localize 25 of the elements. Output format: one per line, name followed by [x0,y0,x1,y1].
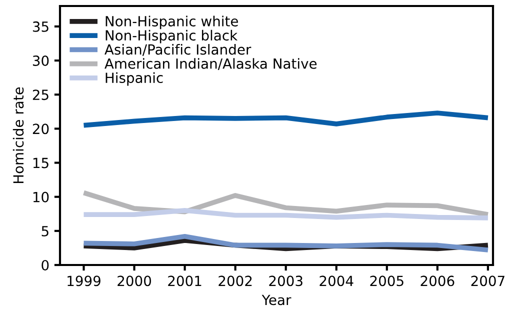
legend-label: American Indian/Alaska Native [104,58,317,70]
x-tick-label: 2006 [420,276,454,286]
line-series [81,190,490,217]
y-tick-label: 5 [42,226,48,236]
x-tick-label: 1999 [68,276,100,286]
x-tick-label: 2004 [320,276,354,286]
x-tick-label: 2001 [168,276,202,286]
y-tick-label: 20 [32,124,49,134]
x-tick-label: 2002 [218,276,252,286]
x-tick-label: 2005 [370,276,404,286]
legend-label: Non-Hispanic black [106,30,238,44]
y-tick-label: 15 [33,158,48,168]
y-tick-label: 35 [32,21,48,32]
x-tick-label: 2003 [269,276,302,286]
y-tick-label: 10 [33,192,49,202]
legend-label: Hispanic [106,72,163,86]
legend-label: Non-Hispanic white [106,16,238,30]
y-tick-label: 25 [32,90,48,100]
y-axis-title: Homicide rate [12,87,24,184]
x-axis-title: Year [262,294,292,306]
y-tick-label: 0 [42,260,49,270]
x-tick-label: 2007 [471,276,504,286]
y-tick-label: 30 [32,55,49,66]
x-tick-label: 2000 [118,276,152,286]
legend-label: Asian/Pacific Islander [104,44,252,56]
